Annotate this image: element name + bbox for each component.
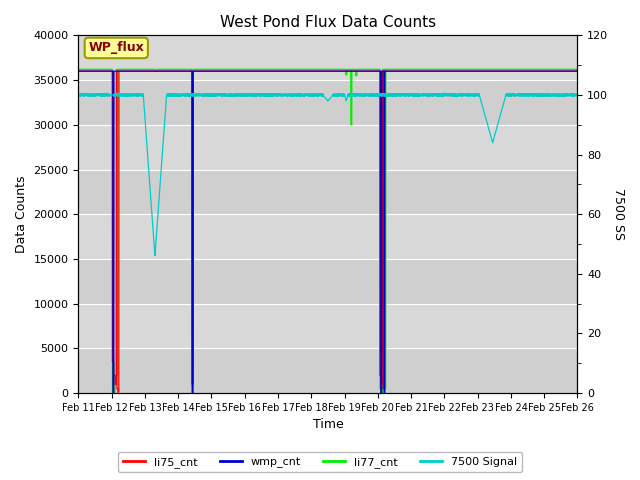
Bar: [79, 80, 577, 125]
Title: West Pond Flux Data Counts: West Pond Flux Data Counts: [220, 15, 436, 30]
Legend: li75_cnt, wmp_cnt, li77_cnt, 7500 Signal: li75_cnt, wmp_cnt, li77_cnt, 7500 Signal: [118, 452, 522, 472]
Y-axis label: 7500 SS: 7500 SS: [612, 188, 625, 240]
Bar: [79, 348, 577, 393]
Y-axis label: Data Counts: Data Counts: [15, 176, 28, 253]
Bar: [79, 169, 577, 214]
Text: WP_flux: WP_flux: [88, 41, 144, 54]
Bar: [79, 259, 577, 304]
X-axis label: Time: Time: [312, 419, 343, 432]
